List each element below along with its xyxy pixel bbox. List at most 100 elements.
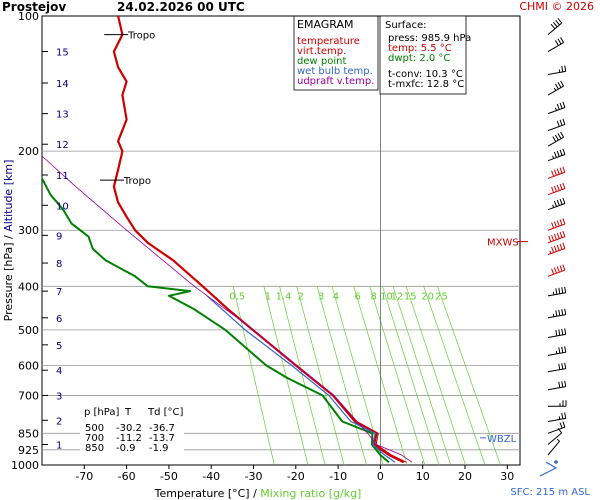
wind-barb-feather [556,232,560,239]
mixing-ratio-line [279,286,326,465]
wind-barb-feather [548,235,552,242]
wind-barb-staff [547,368,566,373]
altitude-tick-label: 3 [56,391,62,402]
legend-wet-bulb: wet bulb temp. [297,66,373,77]
mixing-ratio-line [232,286,275,465]
x-tick-label: -70 [75,470,93,483]
altitude-tick-label: 5 [56,341,62,352]
wind-barb-staff [547,223,566,231]
altitude-tick-label: 6 [56,314,62,325]
wind-barb-feather [561,412,564,419]
wind-barb-half [552,155,555,159]
wind-barb-feather [559,119,563,126]
wind-barb-half [553,87,557,91]
table-cell: 850 [85,443,105,454]
wind-barb-feather [556,168,560,175]
wind-barb [547,148,566,162]
wind-barb-feather [553,233,557,240]
wind-barb-feather [554,83,559,90]
mixing-ratio-line [369,286,426,465]
wind-barb-feather [555,329,558,337]
table-cell: -30.2 [116,423,142,434]
wind-barb-feather [556,150,560,157]
wind-barb-feather [559,167,563,174]
pressure-tick-label: 1000 [11,459,39,472]
mixing-ratio-line [437,286,501,465]
wind-barb-feather [556,103,560,110]
wind-barb-feather [564,328,567,335]
pressure-tick-label: 300 [18,224,39,237]
wind-barb-feather [558,381,561,388]
wind-barb-half [558,69,561,73]
table-bg [80,404,184,454]
wind-barb-half [549,250,552,254]
wind-barb-staff [547,123,566,132]
wind-barb-feather [562,182,566,189]
wind-barb-feather [559,422,563,429]
wind-barb-feather [559,102,563,109]
x-axis-label-sep: / [253,487,260,500]
wind-barb-feather [557,38,562,45]
wind-barb [547,438,560,456]
pressure-tick-label: 600 [18,359,39,372]
wind-barb-staff [547,432,563,445]
altitude-tick-label: 11 [56,171,69,182]
table-header-td: Td [°C] [148,407,184,418]
wind-barb-feather [561,65,564,73]
altitude-tick-label: 7 [56,287,62,298]
surface-wind-trace [539,461,558,477]
sfc-label: SFC: 215 m ASL [510,487,590,498]
wind-barb [547,131,565,147]
mixing-ratio-line [405,286,466,465]
wind-barb [547,427,563,445]
y-axis-label-pressure: Pressure [hPa] [2,239,15,321]
wind-barb-staff [547,386,566,391]
legend-updraft: udpraft v.temp. [297,76,375,87]
wind-barb-feather [557,18,563,24]
wind-barb [547,362,567,373]
legend-frame [293,15,379,91]
table-cell: 500 [85,423,105,434]
wind-barb-feather [556,184,560,191]
wind-barb-feather [564,286,567,293]
tropopause-label: Tropo [127,31,155,42]
wind-barb-feather [564,346,567,353]
table-cell: 700 [85,433,105,444]
wind-barb [547,218,566,231]
wind-barb [547,166,566,179]
wind-barb-staff [547,171,566,179]
wind-barb-feather [562,118,566,125]
x-axis-label: Temperature [°C] / Mixing ratio [g/kg] [154,487,362,500]
wind-barb-staff [547,440,560,456]
altitude-tick-label: 9 [56,231,62,242]
wind-barb-feather [551,246,555,253]
wind-barb-feather [556,244,560,251]
wind-barb-feather [551,234,555,241]
wind-barb [547,328,567,338]
wind-barb-feather [557,133,562,139]
wind-barb-feather [555,310,558,317]
mixing-ratio-label: 3 [318,291,324,302]
altitude-tick-label: 1 [56,440,62,451]
mixing-ratio-label: 1.4 [276,291,292,302]
wind-barb-feather [554,134,559,141]
table-header-p: p [hPa] [84,407,120,418]
mixing-ratio-line [316,286,367,465]
wind-barb-staff [547,426,566,434]
wind-barb-feather [561,346,564,353]
altitude-tick-label: 13 [56,110,69,121]
wind-barb-feather [556,199,560,206]
credit-text: CHMI © 2026 [519,0,594,13]
y-axis-label-sep: / [2,232,15,239]
mixing-ratio-line [296,286,345,465]
mixing-ratio-label: 1 [265,291,271,302]
pressure-tick-label: 700 [18,389,39,402]
wind-barb-feather [562,148,566,155]
wbzl-label: WBZL [487,434,517,445]
wind-barb-staff [547,154,566,162]
wind-barb-feather [553,185,557,192]
wind-barb-feather [557,427,563,434]
wind-barb-feather [551,268,555,275]
wind-barb-feather [560,37,565,43]
x-tick-label: -40 [202,470,220,483]
